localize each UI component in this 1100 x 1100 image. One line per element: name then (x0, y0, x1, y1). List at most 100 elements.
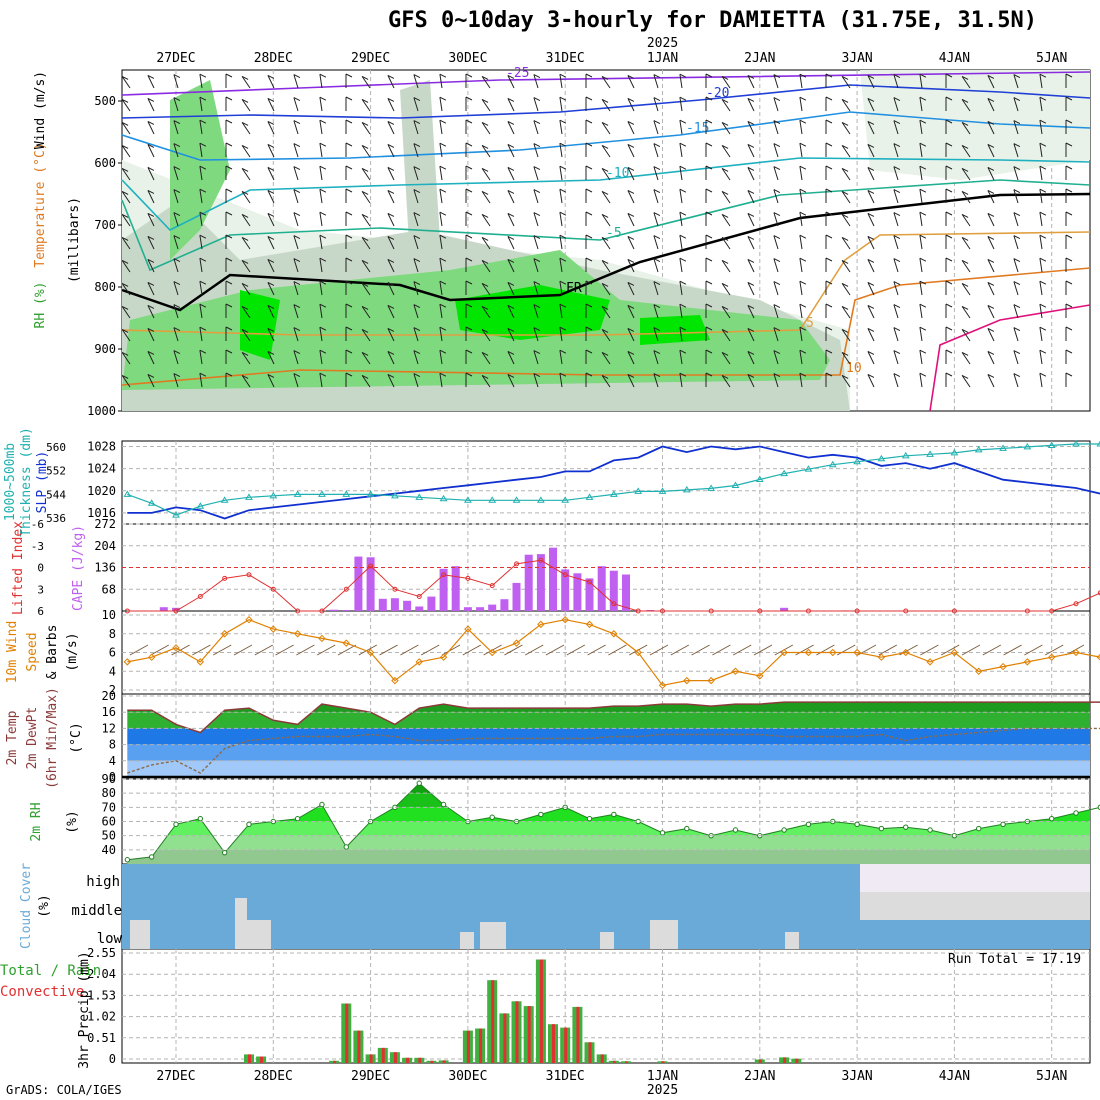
thickness-marker (780, 469, 789, 477)
wind-barb (533, 143, 539, 158)
wind-barb-flag (225, 234, 233, 239)
wind-barb (199, 74, 203, 89)
wind-barb-flag (987, 258, 995, 263)
wind-barb (773, 143, 779, 158)
wind-barb-flag (825, 280, 833, 285)
wind-barb (893, 120, 899, 135)
wind-barb (533, 97, 539, 112)
wind-barb-10m (545, 644, 565, 656)
wind-barb (653, 97, 659, 112)
wind-barb (147, 328, 155, 342)
wind-barb (147, 167, 155, 181)
precip-convective-bar (564, 1027, 568, 1063)
wind-barb (121, 375, 131, 388)
wind-barb-flag (225, 165, 233, 170)
rh-legend-label: RH (%) (33, 282, 48, 329)
wind-barb (679, 373, 683, 388)
wind-speed-marker (853, 648, 861, 657)
wind-barb (867, 213, 875, 227)
wind-barb-flag (799, 73, 807, 78)
wind-barb (387, 282, 395, 296)
wind-barb (199, 143, 203, 158)
date-tick-top: 3JAN (841, 51, 872, 66)
wind-barb (319, 74, 323, 89)
wind-barb-flag (585, 349, 593, 354)
wind-speed-marker (975, 667, 983, 675)
wind-barb (1013, 235, 1019, 250)
wind-barb (799, 235, 803, 250)
wind-barb-flag (1039, 303, 1047, 308)
wind-speed-marker (342, 639, 350, 647)
wind-barb (293, 327, 299, 342)
wind-barb-flag (1013, 143, 1021, 148)
thickness-marker (974, 445, 983, 453)
wind-barb-flag (653, 143, 661, 148)
wind-barb (293, 97, 299, 112)
wind-barb-flag (721, 374, 729, 379)
wind-barb (319, 327, 323, 342)
wind-barb-flag (361, 351, 369, 356)
wind-barb (867, 328, 875, 342)
wind-barb-flag (919, 326, 927, 331)
wind-barb (867, 282, 875, 296)
wind-barb (481, 283, 491, 296)
wind-speed-marker (488, 648, 496, 657)
wind-barb-flag (919, 349, 927, 354)
wind-barb-flag (465, 119, 473, 124)
wind-barb-flag (653, 281, 661, 286)
wind-barb-flag (679, 303, 687, 308)
wind-barb-10m (1044, 644, 1064, 656)
wind-barb-flag (585, 96, 593, 101)
wind-barb-flag (387, 143, 395, 148)
wind-barb-flag (1039, 211, 1047, 216)
precip-convective-bar (369, 1054, 373, 1063)
wind-barb (241, 145, 251, 158)
wind-barb-flag (319, 73, 327, 78)
precip-convective-bar (357, 1030, 361, 1063)
wind-barb-flag (147, 143, 155, 148)
date-tick-top: 31DEC (546, 51, 585, 66)
wind-barb (867, 259, 875, 273)
li-tick-label: 3 (37, 583, 44, 596)
wind-barb (147, 121, 155, 135)
wind-barb-10m (400, 644, 419, 656)
wind-barb (361, 260, 371, 273)
wind-barb-flag (627, 281, 635, 286)
wind-barb (841, 168, 851, 181)
wind-barbs-legend-label: & Barbs (45, 625, 60, 680)
wind-barb-flag (533, 373, 541, 378)
wind-barb-flag (1039, 234, 1047, 239)
wind-barb (173, 120, 179, 135)
wind-barb-flag (747, 304, 755, 309)
wind-barb (601, 145, 611, 158)
wind-barb (987, 98, 995, 112)
wind-barb (559, 258, 563, 273)
wind-barb (199, 235, 203, 250)
wind-barb-flag (465, 234, 473, 239)
wind-barb-flag (841, 121, 849, 126)
date-tick-top: 2JAN (744, 51, 775, 66)
precip-convective-bar (576, 1006, 580, 1063)
wind-barb (721, 168, 731, 181)
wind-barb-flag (387, 350, 395, 355)
wind-barb (199, 373, 203, 388)
thickness-marker (901, 451, 910, 459)
wind-barb-flag (173, 143, 181, 148)
wind-barb (893, 97, 899, 112)
wind-barb (841, 260, 851, 273)
wind-barb (533, 120, 539, 135)
temperature-contour (121, 179, 1091, 272)
wind-barb-flag (747, 258, 755, 263)
wind-barb (121, 122, 131, 135)
wind-barb-flag (387, 235, 395, 240)
date-tick-bottom: 3JAN (841, 1069, 872, 1084)
wind-barb-flag (345, 349, 353, 354)
wind-speed-marker (464, 625, 472, 633)
wind-barb-flag (653, 97, 661, 102)
wind-barb (919, 235, 923, 250)
wind-barb-10m (337, 644, 357, 656)
wind-barb-10m (816, 644, 835, 656)
wind-barb (747, 190, 755, 204)
wind-barb-flag (481, 282, 489, 287)
wind-barb-flag (987, 373, 995, 378)
